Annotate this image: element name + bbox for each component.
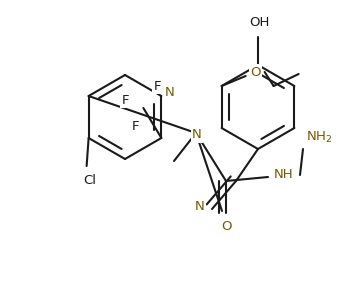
Text: N: N bbox=[164, 87, 174, 99]
Text: F: F bbox=[132, 119, 139, 133]
Text: N: N bbox=[192, 129, 202, 141]
Text: NH: NH bbox=[274, 168, 294, 182]
Text: NH$_2$: NH$_2$ bbox=[306, 129, 332, 144]
Text: F: F bbox=[154, 80, 161, 93]
Text: N: N bbox=[195, 201, 205, 213]
Text: O: O bbox=[222, 219, 232, 233]
Text: Cl: Cl bbox=[83, 174, 96, 188]
Text: OH: OH bbox=[249, 17, 269, 30]
Text: F: F bbox=[122, 93, 129, 107]
Text: O: O bbox=[250, 66, 261, 78]
